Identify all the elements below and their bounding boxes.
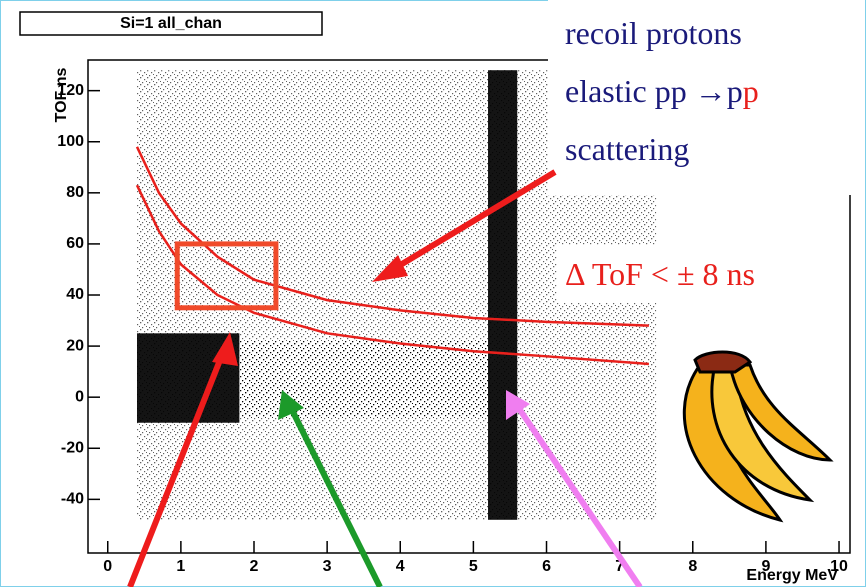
arrow-head: [278, 390, 304, 420]
x-tick-label: 8: [688, 558, 697, 575]
annotation: Δ ToF < ± 8 ns: [565, 256, 755, 292]
x-tick-label: 0: [103, 558, 112, 575]
y-tick-label: 80: [66, 184, 84, 201]
annotation: p: [743, 73, 759, 109]
y-tick-label: 120: [57, 82, 84, 99]
annotation-panel: [557, 245, 837, 303]
y-axis-label: TOF ns: [53, 67, 70, 122]
y-tick-label: 100: [57, 133, 84, 150]
y-tick-label: -20: [61, 439, 84, 456]
x-tick-label: 2: [250, 558, 259, 575]
arrow-head: [506, 390, 530, 420]
selection-box: [174, 241, 279, 311]
x-tick-label: 9: [761, 558, 770, 575]
arrow: [289, 408, 383, 587]
x-axis-label: Energy MeV: [746, 567, 838, 584]
density-region: [239, 340, 489, 418]
annotation: recoil protons: [565, 15, 742, 51]
y-tick-label: 60: [66, 235, 84, 252]
arrows: [127, 169, 643, 587]
x-tick-label: 1: [176, 558, 185, 575]
cut-curve: [135, 184, 649, 366]
arrow: [390, 169, 557, 273]
x-tick-label: 7: [615, 558, 624, 575]
arrow: [517, 408, 643, 587]
arrow: [127, 348, 227, 587]
y-tick-label: 20: [66, 337, 84, 354]
x-tick-label: 6: [542, 558, 551, 575]
title-box: [19, 11, 323, 36]
x-tick-label: 10: [830, 558, 848, 575]
x-tick-label: 4: [396, 558, 405, 575]
cut-curve: [135, 146, 649, 327]
banana-icon: [682, 350, 834, 523]
arrow-head: [212, 332, 238, 366]
annotation-panel: [548, 0, 865, 195]
y-tick-label: 0: [75, 388, 84, 405]
y-tick-label: 40: [66, 286, 84, 303]
density-region: [488, 70, 518, 520]
y-tick-label: -40: [61, 491, 84, 508]
x-tick-label: 5: [469, 558, 478, 575]
annotation: elastic pp →pp: [565, 73, 759, 109]
annotation: elastic pp →p: [565, 73, 743, 109]
chart-title: Si=1 all_chan: [120, 15, 222, 32]
annotation: scattering: [565, 131, 689, 167]
arrow-head: [372, 255, 408, 282]
x-tick-label: 3: [323, 558, 332, 575]
